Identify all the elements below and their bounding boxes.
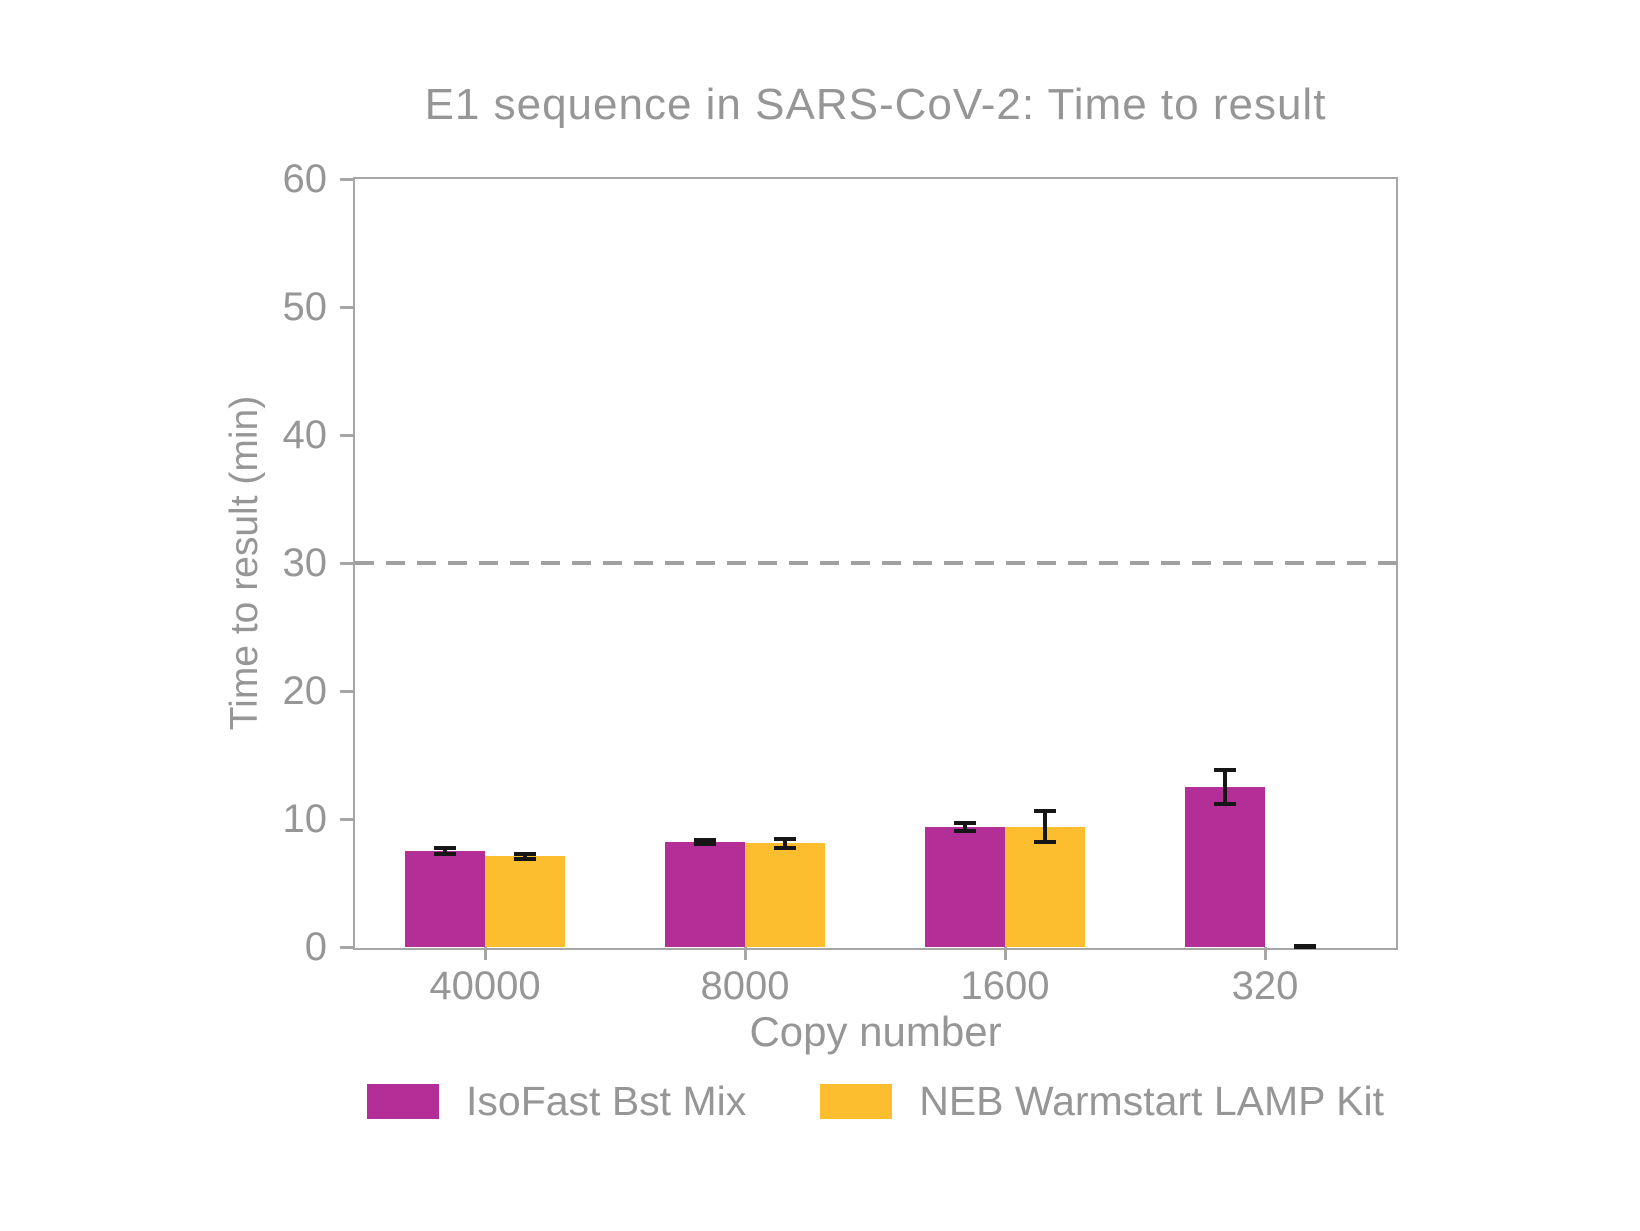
- error-bar-cap: [1034, 809, 1056, 814]
- error-bar-cap: [1034, 840, 1056, 845]
- error-bar: [523, 853, 527, 859]
- error-bar-cap: [434, 851, 456, 856]
- legend-item: NEB Warmstart LAMP Kit: [820, 1078, 1384, 1125]
- legend-swatch: [820, 1084, 893, 1119]
- y-tick-label: 30: [282, 541, 328, 585]
- y-tick-label: 60: [282, 157, 328, 201]
- x-tick-mark: [743, 947, 747, 960]
- legend-item: IsoFast Bst Mix: [367, 1078, 746, 1125]
- error-bar-cap: [1214, 768, 1236, 773]
- y-tick-label: 40: [282, 413, 328, 457]
- legend: IsoFast Bst Mix NEB Warmstart LAMP Kit: [353, 1078, 1398, 1125]
- error-bar-cap: [1294, 945, 1316, 949]
- y-tick-label: 0: [304, 925, 327, 969]
- error-bar: [1043, 811, 1047, 843]
- bar: [405, 851, 485, 947]
- plot-area: 0 10 20 30 40 50 60 40000 8000 1600 320: [283, 159, 1398, 1007]
- legend-label: NEB Warmstart LAMP Kit: [919, 1078, 1384, 1124]
- y-tick-mark: [339, 817, 353, 821]
- error-bar: [963, 822, 967, 831]
- y-tick-mark: [339, 433, 353, 437]
- bar: [1005, 826, 1085, 947]
- y-tick-mark: [339, 177, 353, 181]
- error-bar-cap: [514, 856, 536, 861]
- threshold-line: [355, 561, 1396, 565]
- error-bar: [1223, 770, 1227, 804]
- legend-swatch: [367, 1084, 439, 1119]
- error-bar-cap: [694, 841, 716, 846]
- error-bar-cap: [514, 851, 536, 856]
- error-bar-cap: [774, 836, 796, 841]
- x-tick-mark: [1003, 947, 1007, 960]
- y-tick-mark: [339, 305, 353, 309]
- y-tick-label: 10: [282, 797, 328, 841]
- x-tick-mark: [1263, 947, 1267, 960]
- y-tick-label: 50: [282, 285, 328, 329]
- error-bar-cap: [434, 846, 456, 851]
- error-bar-cap: [954, 828, 976, 833]
- bar: [485, 856, 565, 947]
- y-tick-mark: [339, 945, 353, 949]
- chart-title: E1 sequence in SARS-CoV-2: Time to resul…: [424, 80, 1327, 129]
- x-axis-label: Copy number: [749, 1008, 1002, 1055]
- error-bar-cap: [954, 820, 976, 825]
- y-tick-label: 20: [282, 669, 328, 713]
- error-bar: [783, 838, 787, 848]
- error-bar-cap: [1214, 801, 1236, 806]
- x-tick-label: 1600: [960, 964, 1050, 1008]
- error-bar-cap: [694, 838, 716, 843]
- bar: [1185, 787, 1265, 947]
- bar: [665, 842, 745, 947]
- y-tick-mark: [339, 689, 353, 693]
- error-bar-cap: [774, 845, 796, 850]
- legend-label: IsoFast Bst Mix: [466, 1078, 747, 1124]
- x-tick-label: 40000: [429, 964, 541, 1008]
- y-tick-mark: [339, 561, 353, 565]
- x-tick-mark: [483, 947, 487, 960]
- error-bar: [443, 848, 447, 854]
- bar: [925, 826, 1005, 947]
- bar: [745, 843, 825, 947]
- x-tick-label: 320: [1231, 964, 1299, 1008]
- x-tick-label: 8000: [700, 964, 790, 1008]
